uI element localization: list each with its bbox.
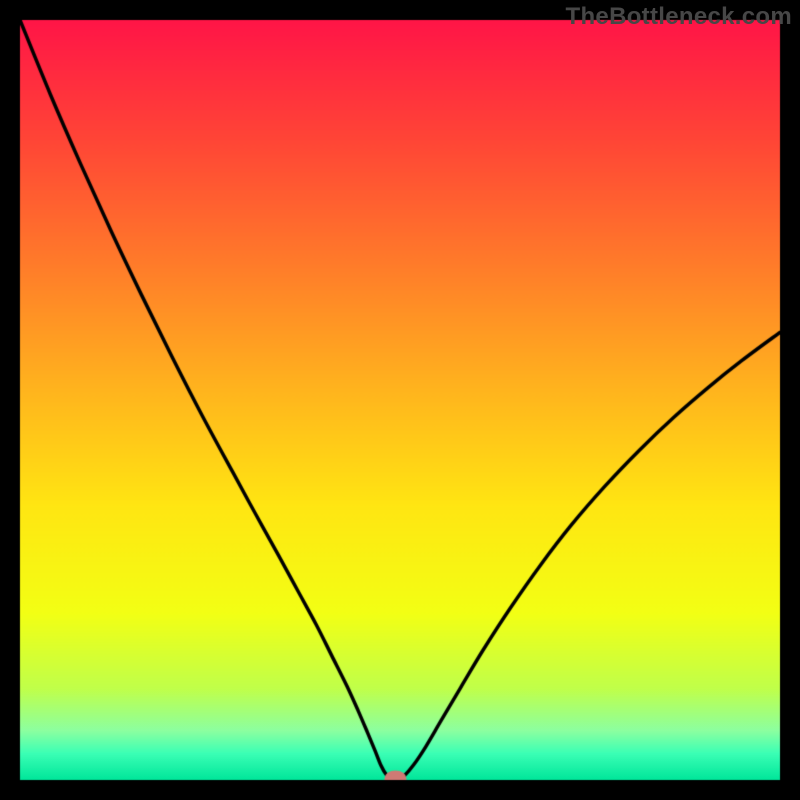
bottleneck-curve-chart xyxy=(0,0,800,800)
watermark-text: TheBottleneck.com xyxy=(566,3,792,31)
chart-stage: TheBottleneck.com xyxy=(0,0,800,800)
